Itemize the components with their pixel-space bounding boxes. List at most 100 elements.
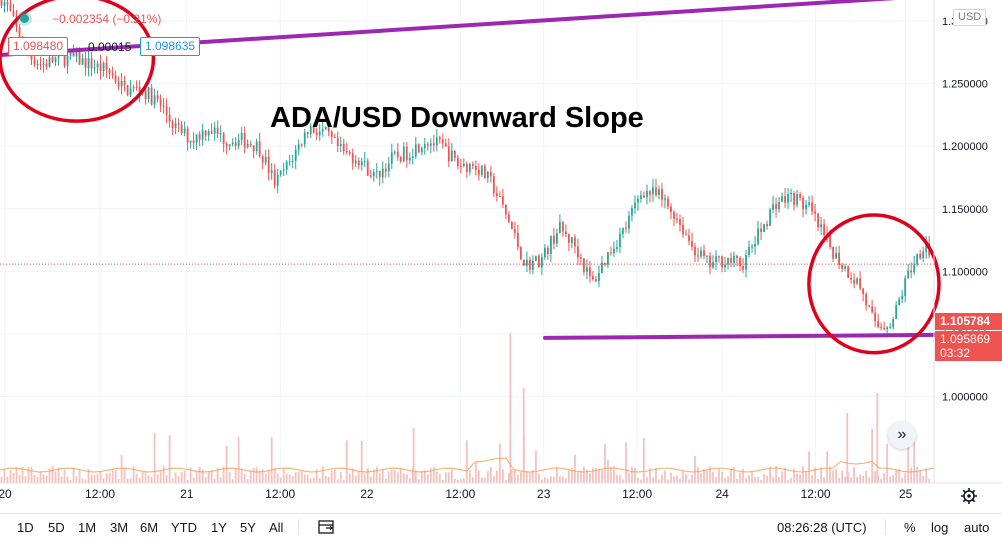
- volume-bar: [342, 479, 345, 483]
- volume-bar: [841, 470, 844, 483]
- candle-body: [198, 134, 201, 140]
- volume-bar: [781, 471, 783, 483]
- candle-body: [922, 251, 925, 258]
- volume-bar: [441, 479, 444, 483]
- volume-bar: [30, 467, 33, 483]
- timeframe-all[interactable]: All: [269, 520, 284, 535]
- candle-body: [324, 126, 327, 130]
- candle-body: [892, 319, 895, 328]
- candle-body: [489, 171, 492, 177]
- time-tick-label: 22: [360, 487, 374, 501]
- candle-body: [574, 237, 576, 247]
- candle-body: [222, 133, 225, 144]
- candle-body: [414, 144, 417, 157]
- percent-scale-toggle[interactable]: %: [904, 520, 916, 535]
- candle-body: [120, 81, 123, 87]
- candle-body: [402, 146, 405, 162]
- buy-price-button[interactable]: 1.098635: [140, 37, 201, 56]
- candle-body: [180, 124, 183, 134]
- candle-body: [534, 255, 537, 261]
- volume-bar: [748, 475, 750, 483]
- timeframe-5y[interactable]: 5Y: [240, 520, 256, 535]
- timeframe-1d[interactable]: 1D: [17, 520, 34, 535]
- candle-body: [589, 267, 591, 277]
- candle-body: [159, 99, 162, 106]
- volume-bar: [336, 479, 339, 483]
- volume-bar: [219, 477, 222, 483]
- volume-bar: [498, 443, 501, 483]
- date-range-icon[interactable]: [318, 519, 336, 535]
- volume-spike: [642, 438, 645, 483]
- time-axis[interactable]: 20 12:00 21 12:00 22 12:00 23 12:00 24 12:00 25: [0, 487, 913, 501]
- volume-bar: [703, 468, 705, 483]
- auto-scale-toggle[interactable]: auto: [964, 520, 990, 535]
- candle-body: [610, 252, 612, 254]
- volume-bar: [907, 434, 910, 483]
- candle-body: [889, 327, 892, 329]
- volume-bar: [718, 468, 720, 483]
- timeframe-1y[interactable]: 1Y: [211, 520, 227, 535]
- volume-bar: [462, 478, 465, 483]
- timeframe-6m[interactable]: 6M: [140, 520, 159, 535]
- candle-body: [850, 277, 853, 280]
- timeframe-1m[interactable]: 1M: [78, 520, 97, 535]
- candle-body: [285, 161, 288, 170]
- candle-body: [288, 161, 291, 163]
- scroll-to-realtime-icon[interactable]: »: [888, 421, 916, 449]
- candle-body: [880, 327, 883, 329]
- volume-bar: [150, 476, 153, 483]
- candle-body: [63, 54, 66, 67]
- candle-body: [306, 132, 309, 135]
- candle-body: [913, 264, 916, 273]
- candle-body: [450, 151, 453, 162]
- volume-bar: [856, 477, 859, 483]
- volume-bar: [375, 466, 378, 483]
- highlight-circle: [807, 213, 941, 355]
- price-chart[interactable]: 1.3000001.2500001.2000001.1500001.100000…: [0, 0, 1002, 513]
- volume-bar: [592, 467, 594, 483]
- volume-bar: [904, 473, 907, 483]
- timeframe-5d[interactable]: 5D: [48, 520, 65, 535]
- timeframe-3m[interactable]: 3M: [110, 520, 129, 535]
- candle-body: [679, 219, 681, 225]
- clock-time[interactable]: 08:26:28 (UTC): [777, 520, 867, 535]
- candle-body: [604, 262, 606, 265]
- volume-spike: [876, 393, 879, 483]
- volume-bar: [297, 472, 300, 483]
- candle-body: [646, 190, 648, 198]
- time-tick-label: 20: [0, 487, 12, 501]
- candle-body: [381, 168, 384, 178]
- candle-body: [453, 151, 456, 158]
- candle-body: [114, 75, 117, 83]
- volume-bar: [351, 468, 354, 483]
- candle-body: [171, 121, 174, 129]
- log-scale-toggle[interactable]: log: [931, 520, 949, 535]
- candle-body: [495, 193, 498, 197]
- candle-body: [177, 123, 180, 125]
- volume-bar: [757, 476, 759, 483]
- volume-bar: [613, 466, 615, 483]
- volume-bar: [87, 469, 90, 483]
- candle-body: [276, 174, 279, 186]
- volume-bar: [616, 474, 618, 483]
- volume-bar: [853, 467, 856, 483]
- candle-body: [123, 81, 126, 86]
- candle-body: [748, 246, 750, 255]
- currency-badge[interactable]: USD: [953, 9, 987, 26]
- candle-body: [676, 218, 678, 220]
- volume-bar: [195, 471, 198, 483]
- volume-bar: [132, 466, 135, 483]
- candle-body: [366, 160, 369, 176]
- volume-bar: [396, 472, 399, 483]
- candle-body: [910, 270, 913, 273]
- sell-price-button[interactable]: 1.098480: [8, 37, 69, 56]
- volume-bar: [363, 474, 366, 483]
- timeframe-ytd[interactable]: YTD: [171, 520, 197, 535]
- settings-gear-icon[interactable]: [961, 488, 977, 504]
- candle-body: [724, 264, 726, 268]
- candle-body: [105, 62, 108, 70]
- volume-bar: [84, 479, 87, 483]
- volume-bar: [318, 478, 321, 483]
- candle-body: [516, 232, 519, 248]
- volume-bar: [96, 474, 99, 483]
